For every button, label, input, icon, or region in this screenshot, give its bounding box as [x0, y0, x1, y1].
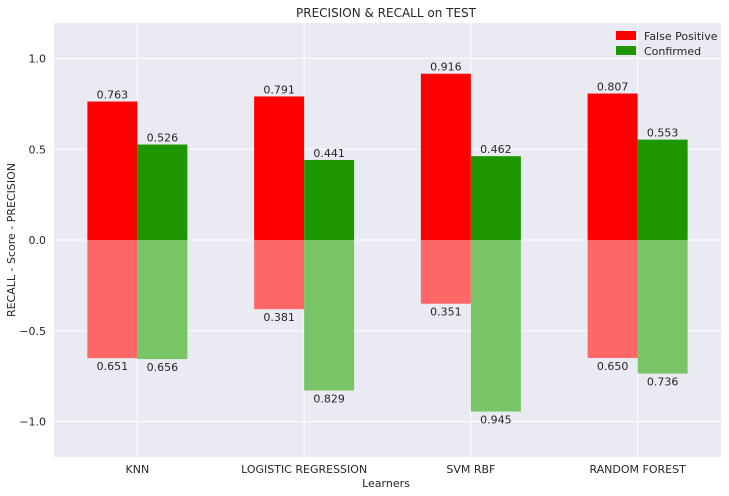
legend-label-confirmed: Confirmed: [644, 45, 701, 58]
data-label-precision: 0.441: [313, 147, 345, 160]
bar-recall-confirmed: [637, 240, 688, 374]
y-tick-label: 0.5: [29, 143, 47, 156]
y-tick-label: 0.0: [29, 234, 47, 247]
x-tick-label: RANDOM FOREST: [589, 463, 686, 476]
bar-precision-confirmed: [470, 156, 521, 240]
x-axis-title: Learners: [362, 477, 410, 490]
legend: False Positive Confirmed: [616, 30, 718, 58]
y-tick-label: −1.0: [19, 416, 46, 429]
bar-recall-false-positive: [254, 240, 305, 310]
x-tick-label: SVM RBF: [446, 463, 495, 476]
data-label-recall: 0.381: [263, 311, 295, 324]
bar-recall-false-positive: [87, 240, 138, 359]
data-label-precision: 0.462: [480, 143, 512, 156]
y-axis-title: RECALL - Score - PRECISION: [5, 163, 18, 317]
bar-precision-confirmed: [137, 144, 188, 240]
bar-precision-false-positive: [254, 96, 305, 240]
y-tick-label: −0.5: [19, 325, 46, 338]
bar-precision-confirmed: [637, 139, 688, 240]
legend-label-false-positive: False Positive: [644, 30, 718, 43]
bar-recall-false-positive: [420, 240, 471, 304]
data-label-recall: 0.650: [597, 360, 629, 373]
x-tick-label: LOGISTIC REGRESSION: [241, 463, 367, 476]
bars: [87, 73, 688, 412]
bar-recall-confirmed: [470, 240, 521, 412]
x-tick-label: KNN: [126, 463, 150, 476]
bar-recall-confirmed: [137, 240, 188, 360]
bar-precision-false-positive: [420, 73, 471, 240]
data-label-precision: 0.916: [430, 61, 462, 74]
data-label-recall: 0.351: [430, 306, 462, 319]
bar-precision-confirmed: [304, 159, 355, 240]
data-label-precision: 0.791: [263, 83, 295, 96]
chart-title: PRECISION & RECALL on TEST: [296, 6, 477, 20]
data-labels: 0.763 0.651 0.791 0.381 0.916 0.351 0.807 0.650…: [97, 61, 679, 427]
data-label-precision: 0.807: [597, 81, 629, 94]
legend-swatch-confirmed: [616, 46, 636, 55]
bar-precision-false-positive: [587, 93, 638, 240]
data-label-recall: 0.651: [97, 360, 129, 373]
y-axis-ticks: 1.0 0.5 0.0 −0.5 −1.0: [19, 53, 46, 429]
y-tick-label: 1.0: [29, 53, 47, 66]
data-label-recall: 0.736: [647, 376, 679, 389]
bar-precision-false-positive: [87, 101, 138, 240]
data-label-precision: 0.526: [147, 132, 179, 145]
data-label-recall: 0.829: [313, 392, 345, 405]
bar-recall-confirmed: [304, 240, 355, 391]
data-label-precision: 0.553: [647, 127, 679, 140]
x-axis-ticks: KNN LOGISTIC REGRESSION SVM RBF RANDOM FORE…: [126, 463, 687, 476]
data-label-precision: 0.763: [97, 89, 129, 102]
data-label-recall: 0.945: [480, 414, 512, 427]
bar-recall-false-positive: [587, 240, 638, 358]
legend-swatch-false-positive: [616, 31, 636, 40]
data-label-recall: 0.656: [147, 361, 179, 374]
